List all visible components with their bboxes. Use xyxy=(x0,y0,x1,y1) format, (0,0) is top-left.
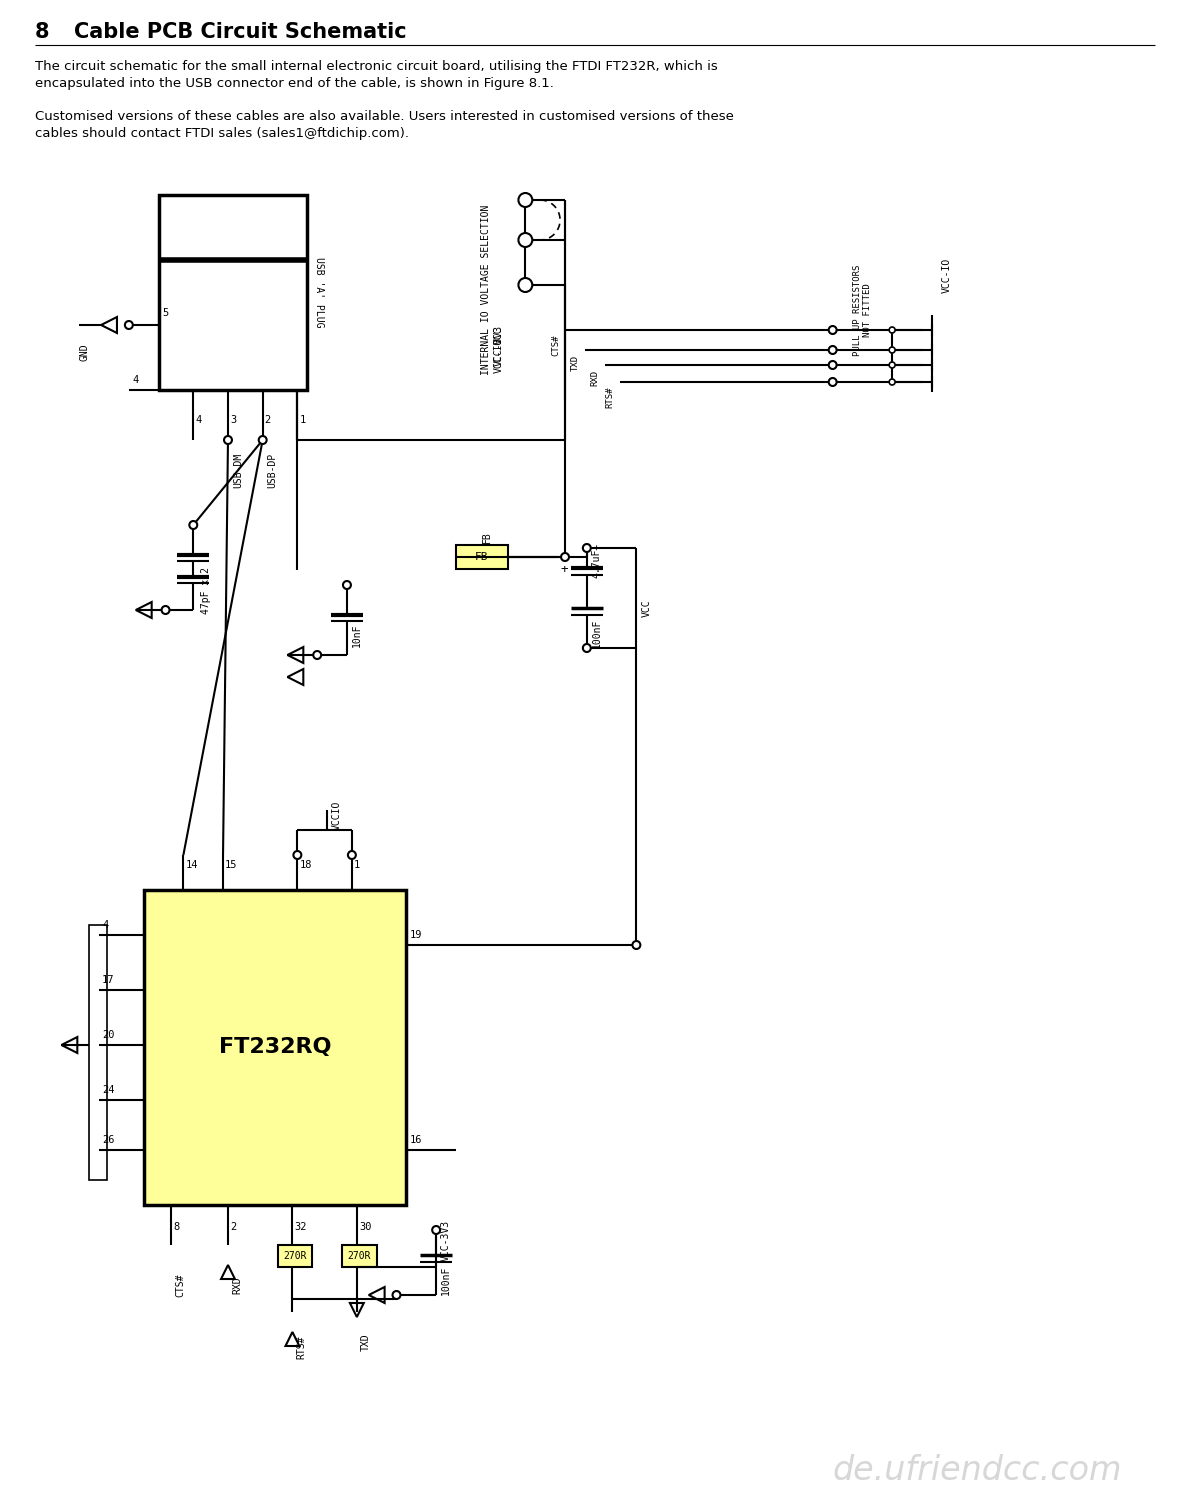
Circle shape xyxy=(348,851,356,858)
Text: 5: 5 xyxy=(162,308,169,318)
Text: RXD: RXD xyxy=(232,1277,242,1294)
Text: 20: 20 xyxy=(102,1030,114,1041)
Circle shape xyxy=(889,327,895,333)
Text: FT232RQ: FT232RQ xyxy=(218,1038,331,1057)
Text: 1: 1 xyxy=(299,415,306,426)
Text: The circuit schematic for the small internal electronic circuit board, utilising: The circuit schematic for the small inte… xyxy=(35,60,718,90)
Text: 4: 4 xyxy=(133,375,139,385)
Circle shape xyxy=(518,233,533,246)
Text: RTS#: RTS# xyxy=(606,387,614,409)
Circle shape xyxy=(343,581,350,590)
Text: 14: 14 xyxy=(185,860,198,870)
Text: VCC: VCC xyxy=(493,325,504,343)
Text: 16: 16 xyxy=(409,1135,422,1145)
Circle shape xyxy=(889,361,895,367)
Circle shape xyxy=(294,851,301,858)
Circle shape xyxy=(190,521,197,529)
Text: 18: 18 xyxy=(299,860,312,870)
Bar xyxy=(342,1245,377,1268)
Text: TXD: TXD xyxy=(361,1333,371,1351)
Circle shape xyxy=(562,552,569,561)
Text: 2: 2 xyxy=(230,1221,236,1232)
Text: +: + xyxy=(560,563,568,576)
Bar xyxy=(89,926,107,1179)
Text: Customised versions of these cables are also available. Users interested in cust: Customised versions of these cables are … xyxy=(35,110,733,140)
Text: RXD: RXD xyxy=(590,370,600,387)
Circle shape xyxy=(518,278,533,293)
Text: 270R: 270R xyxy=(283,1251,307,1262)
Circle shape xyxy=(162,606,169,614)
Text: 1: 1 xyxy=(354,860,360,870)
Text: 8: 8 xyxy=(174,1221,180,1232)
Text: INTERNAL IO VOLTAGE SELECTION: INTERNAL IO VOLTAGE SELECTION xyxy=(481,205,491,375)
Text: VCC-3V3: VCC-3V3 xyxy=(442,1220,451,1260)
Circle shape xyxy=(125,321,133,328)
Text: 17: 17 xyxy=(102,975,114,985)
Text: 30: 30 xyxy=(359,1221,371,1232)
Text: Cable PCB Circuit Schematic: Cable PCB Circuit Schematic xyxy=(74,22,407,42)
Text: FB: FB xyxy=(481,532,492,543)
Text: VCC-3V3: VCC-3V3 xyxy=(493,324,504,366)
Text: GND: GND xyxy=(79,343,89,361)
Text: de.ufriendcc.com: de.ufriendcc.com xyxy=(833,1454,1122,1487)
Text: PULL UP RESISTORS
NOT FITTED: PULL UP RESISTORS NOT FITTED xyxy=(853,264,872,355)
Text: 19: 19 xyxy=(409,930,422,941)
Text: RTS#: RTS# xyxy=(296,1335,306,1359)
Text: 2: 2 xyxy=(265,415,271,426)
Text: VCCIO: VCCIO xyxy=(332,800,342,830)
Text: 15: 15 xyxy=(226,860,238,870)
Text: 4: 4 xyxy=(196,415,202,426)
Bar xyxy=(277,1245,312,1268)
Text: 100nF: 100nF xyxy=(442,1265,451,1294)
Text: 32: 32 xyxy=(294,1221,307,1232)
Text: CTS#: CTS# xyxy=(551,334,560,357)
Bar xyxy=(158,196,307,390)
Text: 8: 8 xyxy=(35,22,49,42)
Circle shape xyxy=(259,436,266,443)
Text: 4: 4 xyxy=(102,920,108,930)
Text: 3: 3 xyxy=(230,415,236,426)
Text: 4.7uF+: 4.7uF+ xyxy=(592,542,601,578)
Circle shape xyxy=(432,1226,440,1235)
Circle shape xyxy=(224,436,232,443)
Text: 270R: 270R xyxy=(348,1251,371,1262)
Text: FB: FB xyxy=(475,552,488,561)
Text: USB-DP: USB-DP xyxy=(268,452,277,488)
Text: VCC-IO: VCC-IO xyxy=(493,337,504,373)
Text: VCC-IO: VCC-IO xyxy=(942,257,952,293)
Circle shape xyxy=(829,361,836,369)
Circle shape xyxy=(583,643,590,652)
Text: USB 'A' PLUG: USB 'A' PLUG xyxy=(314,257,324,328)
Text: TXD: TXD xyxy=(571,355,580,372)
Text: 24: 24 xyxy=(102,1085,114,1094)
Bar xyxy=(456,545,508,569)
Circle shape xyxy=(313,651,322,658)
Circle shape xyxy=(632,941,641,950)
Circle shape xyxy=(889,379,895,385)
Circle shape xyxy=(392,1291,401,1299)
Circle shape xyxy=(829,378,836,387)
Text: CTS#: CTS# xyxy=(175,1274,186,1297)
Text: 100nF: 100nF xyxy=(592,618,601,648)
Text: USB-DM: USB-DM xyxy=(233,452,242,488)
Circle shape xyxy=(889,346,895,352)
Circle shape xyxy=(829,325,836,334)
Text: 10nF: 10nF xyxy=(352,623,362,646)
Circle shape xyxy=(518,193,533,208)
Text: VCC: VCC xyxy=(641,599,652,617)
Circle shape xyxy=(583,543,590,552)
Text: 26: 26 xyxy=(102,1135,114,1145)
Bar xyxy=(144,890,407,1205)
Text: 47pF x 2: 47pF x 2 xyxy=(202,566,211,614)
Circle shape xyxy=(829,346,836,354)
